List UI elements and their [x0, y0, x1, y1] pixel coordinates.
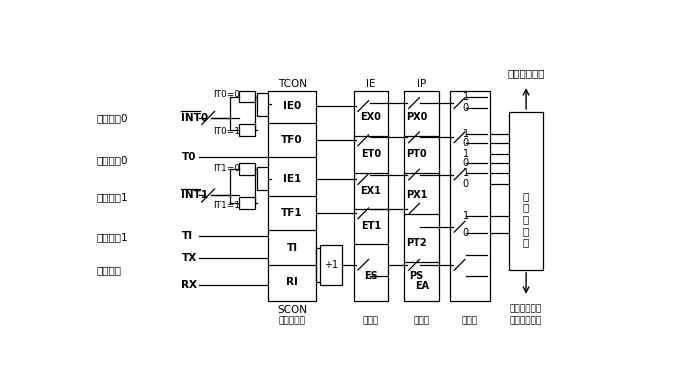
Text: 1: 1: [463, 149, 469, 159]
Text: INT0: INT0: [181, 113, 208, 123]
Text: 低级中断请求: 低级中断请求: [510, 316, 542, 325]
Bar: [239, 163, 255, 175]
Text: PS: PS: [409, 271, 424, 281]
Text: ES: ES: [364, 271, 378, 281]
Text: 中断标志位: 中断标志位: [279, 316, 306, 325]
Text: EX0: EX0: [361, 112, 382, 122]
Text: RX: RX: [181, 280, 197, 290]
Text: PT2: PT2: [406, 238, 427, 248]
Text: 源允许: 源允许: [363, 316, 379, 325]
Text: 低级中断请求: 低级中断请求: [510, 304, 542, 313]
Text: EA: EA: [415, 281, 429, 291]
Text: 定时中断0: 定时中断0: [97, 155, 128, 165]
Text: IE1: IE1: [283, 174, 302, 184]
Text: IP: IP: [417, 79, 426, 89]
Text: 定时中断1: 定时中断1: [97, 232, 128, 242]
Text: 1: 1: [463, 168, 469, 178]
Text: TF1: TF1: [282, 208, 303, 218]
Bar: [509, 112, 544, 270]
Text: SCON: SCON: [277, 305, 307, 315]
Bar: [239, 124, 255, 136]
Bar: [239, 91, 255, 103]
Text: 外部中断0: 外部中断0: [97, 113, 128, 123]
Bar: [268, 91, 316, 301]
Bar: [320, 245, 342, 285]
Text: 1: 1: [463, 129, 469, 139]
Text: ET0: ET0: [361, 149, 381, 159]
Text: 0: 0: [463, 138, 469, 148]
Bar: [257, 168, 270, 190]
Bar: [239, 197, 255, 209]
Bar: [257, 93, 270, 116]
Text: 外部中断1: 外部中断1: [97, 192, 128, 202]
Text: IE: IE: [366, 79, 376, 89]
Text: 0: 0: [463, 103, 469, 113]
Text: 自
然
优
先
级: 自 然 优 先 级: [523, 191, 529, 247]
Text: PT0: PT0: [406, 149, 427, 159]
Text: TX: TX: [181, 253, 197, 263]
Bar: [404, 91, 440, 301]
Text: 0: 0: [463, 178, 469, 188]
Text: 1: 1: [463, 92, 469, 102]
Text: T0: T0: [181, 152, 196, 162]
Text: TI: TI: [181, 231, 193, 241]
Text: 1: 1: [463, 211, 469, 221]
Text: PX0: PX0: [406, 112, 427, 122]
Text: PX1: PX1: [406, 190, 427, 200]
Text: IT1=0: IT1=0: [213, 164, 241, 173]
Text: +1: +1: [324, 260, 338, 270]
Text: 串行中断: 串行中断: [97, 265, 122, 275]
Bar: [450, 91, 490, 301]
Text: RI: RI: [286, 277, 298, 287]
Text: TI: TI: [286, 243, 297, 253]
Text: 高级中断请求: 高级中断请求: [507, 68, 545, 78]
Bar: [353, 91, 388, 301]
Text: IT0=1: IT0=1: [213, 127, 241, 136]
Text: IT1=1: IT1=1: [213, 201, 241, 210]
Text: IT0=0: IT0=0: [213, 90, 241, 99]
Text: 总允许: 总允许: [414, 316, 430, 325]
Text: 0: 0: [463, 158, 469, 168]
Text: TCON: TCON: [277, 79, 306, 89]
Text: 优先级: 优先级: [462, 316, 478, 325]
Text: ET1: ET1: [361, 221, 381, 231]
Text: 0: 0: [463, 228, 469, 238]
Text: INT1: INT1: [181, 190, 208, 200]
Text: TF0: TF0: [282, 135, 303, 145]
Text: IE0: IE0: [283, 101, 302, 111]
Text: EX1: EX1: [361, 186, 382, 196]
